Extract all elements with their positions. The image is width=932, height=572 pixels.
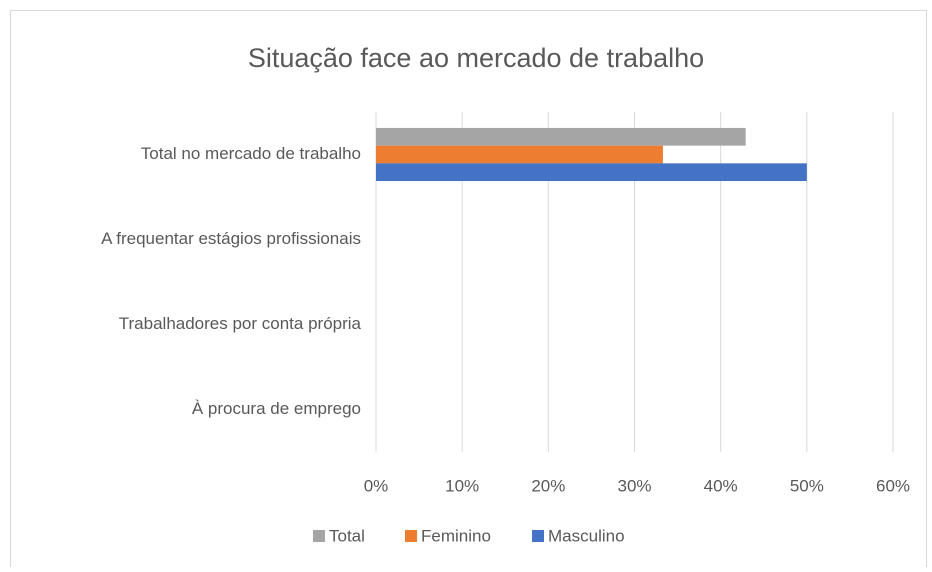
y-tick-label: A frequentar estágios profissionais (101, 229, 361, 248)
legend-swatch (532, 530, 544, 542)
y-tick-label: Trabalhadores por conta própria (119, 314, 362, 333)
bar (376, 163, 807, 182)
x-tick-label: 10% (445, 476, 479, 495)
legend-swatch (313, 530, 325, 542)
bar (376, 145, 663, 164)
x-tick-label: 0% (364, 476, 389, 495)
chart-border (10, 10, 927, 571)
legend-label: Total (329, 526, 365, 545)
chart-title: Situação face ao mercado de trabalho (248, 43, 704, 73)
x-tick-label: 20% (531, 476, 565, 495)
legend-label: Feminino (421, 526, 491, 545)
legend-label: Masculino (548, 526, 625, 545)
y-tick-label: Total no mercado de trabalho (141, 144, 361, 163)
bar (376, 127, 746, 146)
x-tick-label: 40% (704, 476, 738, 495)
x-tick-label: 60% (876, 476, 910, 495)
x-tick-label: 30% (617, 476, 651, 495)
x-tick-label: 50% (790, 476, 824, 495)
legend-swatch (405, 530, 417, 542)
y-tick-label: À procura de emprego (192, 399, 361, 418)
